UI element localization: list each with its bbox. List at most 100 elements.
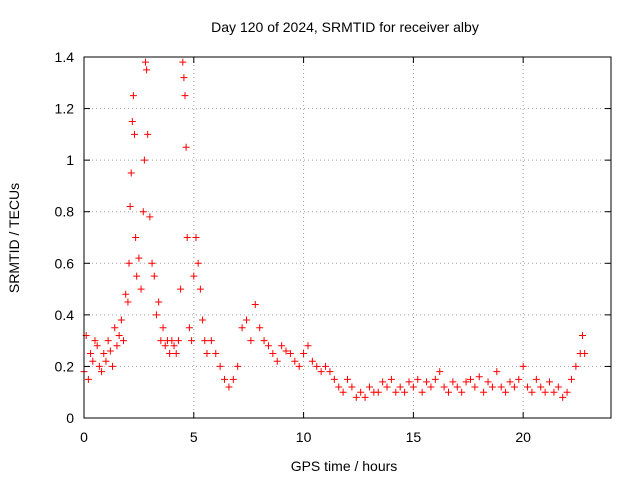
data-point <box>225 383 233 391</box>
data-point <box>581 350 589 358</box>
data-point <box>423 378 431 386</box>
data-point <box>264 342 272 350</box>
data-point <box>157 337 165 345</box>
data-point <box>109 362 117 370</box>
data-point <box>427 383 435 391</box>
data-point <box>216 362 224 370</box>
data-point <box>104 337 112 345</box>
data-point <box>146 213 154 221</box>
data-point <box>190 272 198 280</box>
data-point <box>493 368 501 376</box>
y-tick-label: 1.2 <box>55 101 75 117</box>
plot-frame <box>83 56 612 419</box>
y-tick-label: 0.8 <box>55 204 75 220</box>
data-point <box>436 368 444 376</box>
y-tick-label: 0.2 <box>55 358 75 374</box>
data-marks <box>80 58 589 401</box>
data-point <box>133 272 141 280</box>
data-point <box>102 357 110 365</box>
data-point <box>502 388 510 396</box>
x-tick-label: 20 <box>515 429 531 445</box>
x-axis-label: GPS time / hours <box>291 458 398 474</box>
data-point <box>100 350 108 358</box>
data-point <box>122 290 130 298</box>
data-point <box>578 331 586 339</box>
data-point <box>348 383 356 391</box>
data-point <box>537 383 545 391</box>
data-point <box>458 388 466 396</box>
data-point <box>524 383 532 391</box>
data-point <box>135 254 143 262</box>
data-point <box>528 388 536 396</box>
data-point <box>515 375 523 383</box>
data-point <box>563 388 571 396</box>
data-point <box>188 337 196 345</box>
data-point <box>183 234 191 241</box>
data-point <box>401 388 409 396</box>
data-point <box>199 316 207 324</box>
data-point <box>132 234 140 241</box>
data-point <box>242 316 250 324</box>
data-point <box>352 393 360 401</box>
data-point <box>251 301 259 309</box>
data-point <box>166 350 174 358</box>
data-point <box>150 272 158 280</box>
data-point <box>126 203 134 211</box>
data-point <box>317 368 325 376</box>
data-point <box>120 337 128 345</box>
data-point <box>308 357 316 365</box>
data-point <box>269 350 277 358</box>
data-point <box>471 383 479 391</box>
data-point <box>335 383 343 391</box>
data-point <box>137 285 145 293</box>
data-point <box>572 362 580 370</box>
data-point <box>93 342 101 350</box>
data-point <box>510 383 518 391</box>
data-point <box>152 311 160 319</box>
data-point <box>131 130 139 138</box>
data-point <box>357 388 365 396</box>
data-point <box>247 337 255 345</box>
data-point <box>260 337 268 345</box>
data-point <box>344 375 351 383</box>
data-point <box>567 375 575 383</box>
data-point <box>139 208 147 216</box>
data-point <box>221 375 229 383</box>
x-tick-label: 15 <box>406 429 422 445</box>
data-point <box>140 156 148 164</box>
data-point <box>387 375 395 383</box>
data-point <box>519 362 527 370</box>
data-point <box>559 393 567 401</box>
data-point <box>148 259 156 267</box>
data-point <box>409 383 417 391</box>
x-tick-label: 10 <box>296 429 312 445</box>
data-point <box>295 362 303 370</box>
data-point <box>546 378 554 386</box>
y-tick-label: 0 <box>66 410 74 426</box>
data-point <box>238 324 246 332</box>
data-point <box>192 234 200 241</box>
x-tick-label: 0 <box>80 429 88 445</box>
chart-title: Day 120 of 2024, SRMTID for receiver alb… <box>211 19 479 35</box>
data-point <box>506 378 514 386</box>
data-point <box>330 375 338 383</box>
data-point <box>196 285 204 293</box>
data-point <box>84 375 92 383</box>
data-point <box>383 383 391 391</box>
data-point <box>462 378 470 386</box>
data-point <box>550 388 558 396</box>
data-point <box>87 350 95 358</box>
data-point <box>168 337 176 345</box>
data-point <box>392 388 400 396</box>
data-point <box>554 383 562 391</box>
data-point <box>106 347 114 355</box>
y-axis-label: SRMTID / TECUs <box>6 183 22 293</box>
data-point <box>144 130 152 138</box>
data-point <box>541 388 549 396</box>
data-point <box>155 298 163 306</box>
data-point <box>440 383 448 391</box>
data-point <box>365 383 373 391</box>
data-point <box>339 388 347 396</box>
data-point <box>91 337 99 345</box>
